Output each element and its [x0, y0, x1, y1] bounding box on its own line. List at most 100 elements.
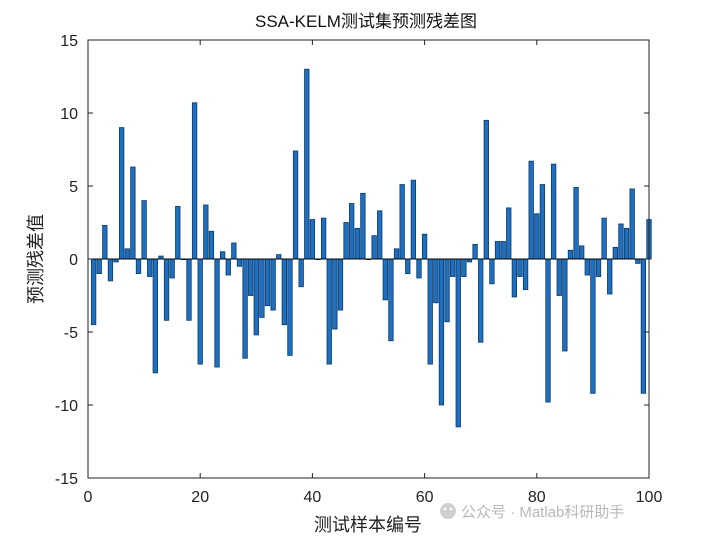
y-tick-label--15: -15 [55, 471, 78, 488]
y-tick-label--5: -5 [64, 325, 78, 342]
bar-47 [349, 203, 355, 260]
bar-19 [191, 102, 198, 260]
bar-15 [169, 258, 175, 279]
ticks-group: 0 20 40 60 80 100 -15 -10 -5 0 5 10 15 [55, 33, 663, 506]
bar-87 [573, 187, 579, 260]
bar-40 [309, 219, 316, 260]
bar-91 [595, 258, 602, 277]
bar-88 [579, 245, 585, 260]
bar-35 [281, 258, 287, 326]
bar-16 [175, 206, 181, 260]
watermark-text: 公众号 · Matlab科研助手 [461, 504, 624, 521]
bar-3 [102, 225, 108, 260]
bar-90 [590, 258, 596, 394]
bar-60 [421, 233, 428, 260]
bar-66 [455, 258, 461, 428]
wechat-icon-eye-left [443, 507, 447, 511]
bar-56 [399, 184, 405, 260]
bar-24 [219, 251, 226, 260]
bar-39 [304, 68, 310, 260]
bar-33 [270, 258, 276, 311]
bar-43 [326, 258, 332, 365]
bar-26 [231, 242, 237, 260]
bar-9 [135, 258, 142, 275]
bar-95 [618, 223, 624, 260]
bar-86 [567, 249, 574, 260]
bar-34 [276, 254, 282, 260]
x-tick-label-0: 0 [84, 489, 93, 506]
bar-55 [393, 248, 400, 260]
bar-83 [550, 163, 557, 260]
bar-29 [248, 258, 254, 296]
bar-54 [388, 258, 394, 342]
bar-45 [337, 258, 344, 311]
bar-73 [494, 241, 501, 260]
y-tick-label-5: 5 [69, 179, 78, 196]
bar-49 [360, 192, 366, 260]
bar-37 [292, 150, 299, 260]
bar-76 [511, 258, 518, 298]
bar-64 [444, 258, 450, 323]
bar-48 [354, 227, 360, 260]
bar-32 [264, 258, 271, 307]
bar-22 [208, 230, 215, 260]
bar-94 [612, 246, 618, 260]
bar-36 [287, 258, 293, 356]
bar-52 [377, 210, 383, 260]
bar-28 [242, 258, 248, 359]
bar-58 [410, 179, 417, 260]
chart-title: SSA-KELM测试集预测残差图 [255, 12, 477, 31]
bar-67 [461, 258, 467, 277]
bar-70 [478, 258, 484, 343]
bar-20 [197, 258, 203, 365]
bar-77 [517, 258, 523, 277]
bar-38 [298, 258, 304, 288]
bar-69 [472, 243, 478, 260]
bar-99 [640, 258, 647, 394]
bar-59 [416, 258, 422, 279]
bar-89 [584, 258, 590, 276]
bar-93 [607, 258, 613, 295]
bar-63 [438, 258, 445, 406]
bar-92 [601, 217, 607, 260]
bar-96 [623, 227, 630, 260]
bar-78 [522, 258, 529, 291]
bar-14 [163, 258, 170, 321]
bar-8 [130, 166, 136, 260]
bar-1 [90, 258, 97, 326]
bar-84 [556, 258, 562, 296]
bar-62 [433, 258, 439, 304]
bar-74 [500, 241, 506, 260]
bar-97 [629, 188, 635, 260]
x-tick-label-100: 100 [636, 489, 663, 506]
bar-71 [483, 119, 489, 260]
x-tick-label-80: 80 [528, 489, 546, 506]
bar-44 [332, 258, 338, 330]
x-tick-label-20: 20 [191, 489, 209, 506]
bar-18 [186, 258, 192, 321]
bar-42 [320, 217, 327, 260]
bar-51 [371, 235, 377, 260]
bar-72 [489, 258, 495, 285]
x-tick-label-60: 60 [416, 489, 434, 506]
bar-61 [427, 258, 433, 365]
bar-31 [259, 258, 265, 318]
wechat-icon-eye-right [449, 507, 453, 511]
bar-10 [141, 200, 147, 260]
bar-30 [253, 258, 259, 336]
x-axis-label: 测试样本编号 [314, 515, 422, 536]
bar-79 [528, 160, 534, 260]
bar-2 [96, 258, 102, 275]
y-tick-label-10: 10 [60, 106, 78, 123]
watermark: 公众号 · Matlab科研助手 [440, 503, 624, 521]
bar-85 [562, 258, 568, 352]
y-tick-label-15: 15 [60, 33, 78, 50]
bar-75 [506, 207, 512, 260]
bar-80 [534, 213, 540, 260]
bar-21 [203, 204, 209, 260]
bar-65 [450, 258, 456, 277]
bar-82 [545, 258, 551, 403]
bar-23 [214, 258, 220, 368]
bar-11 [147, 258, 153, 277]
